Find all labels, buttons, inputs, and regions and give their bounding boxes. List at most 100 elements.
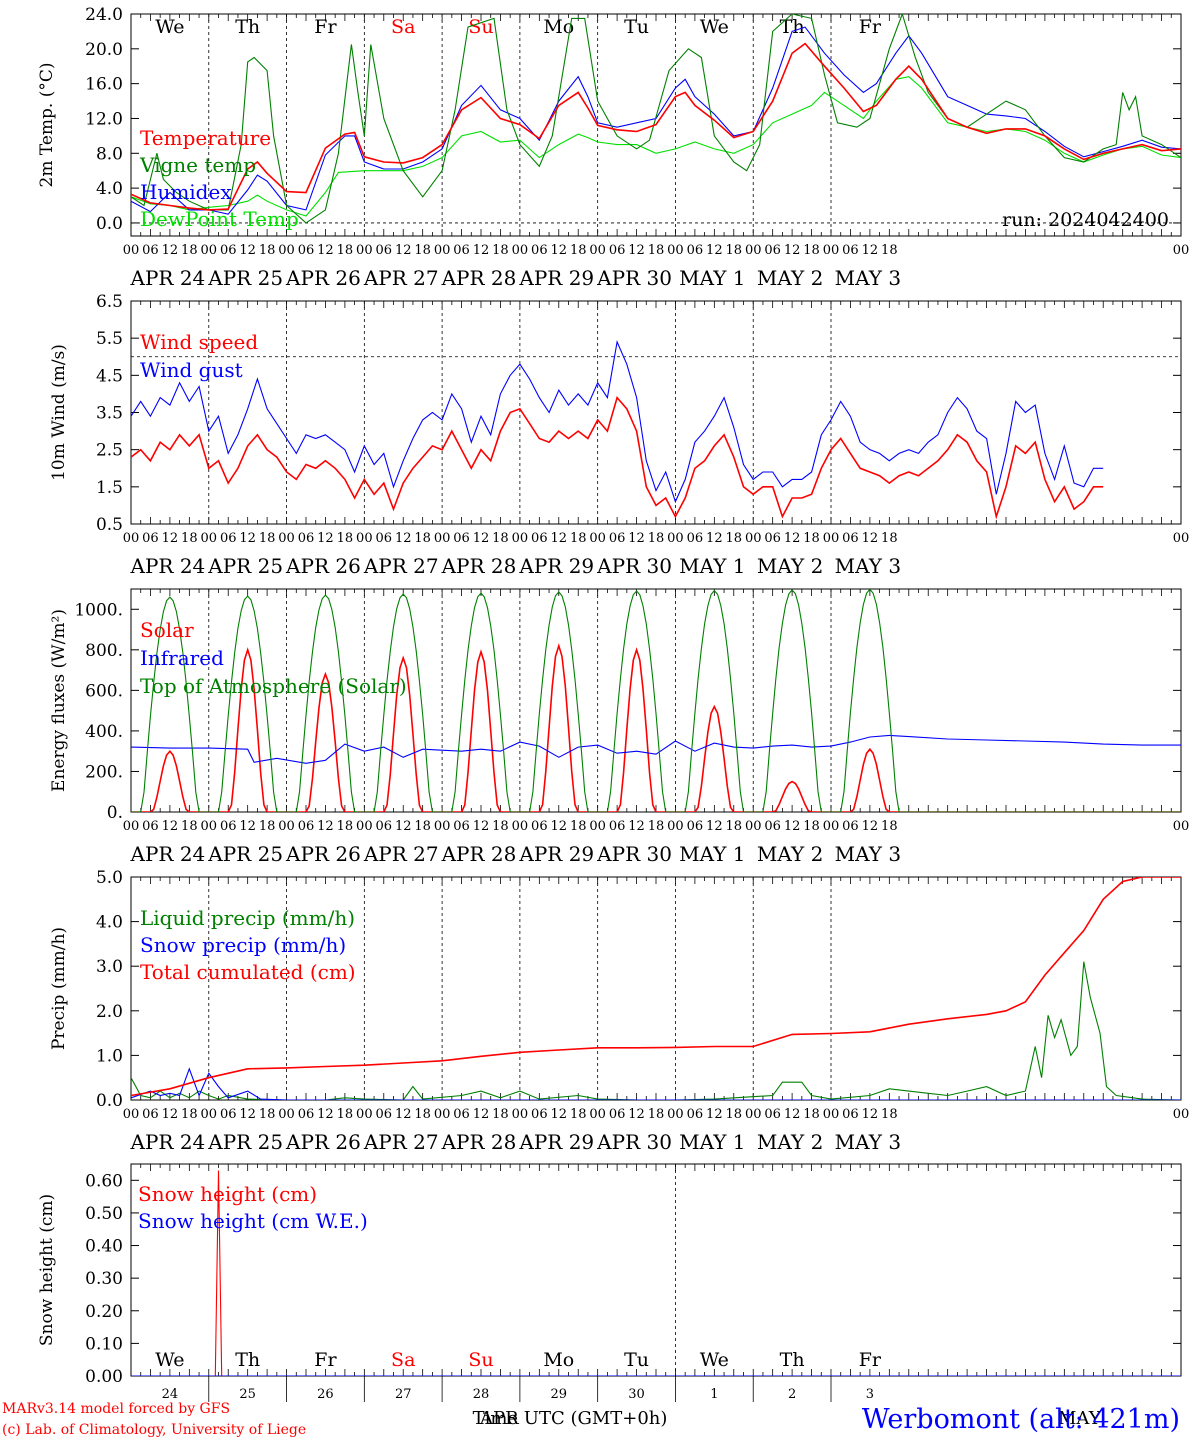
date-label: MAY 3 <box>835 842 901 866</box>
hour-label: 06 <box>453 819 470 834</box>
hour-label: 18 <box>337 243 354 258</box>
overlap-may: MAY <box>1058 1408 1102 1429</box>
overlap-apr: APR <box>479 1408 519 1429</box>
y-tick-label: 200. <box>85 762 123 782</box>
legend-entry: Vigne temp <box>139 153 256 177</box>
series-line-snow-precip-mm-h- <box>131 1067 1181 1100</box>
hour-label: 00 <box>589 1107 606 1122</box>
date-label: APR 28 <box>441 842 517 866</box>
hour-label: 12 <box>784 819 801 834</box>
legend-entry: Total cumulated (cm) <box>140 960 356 984</box>
hour-label: 18 <box>648 819 665 834</box>
hour-label: 00 <box>201 243 218 258</box>
hour-label: 12 <box>784 1107 801 1122</box>
date-label: MAY 2 <box>757 1130 823 1154</box>
day-number-label: 26 <box>317 1387 334 1402</box>
date-label: MAY 2 <box>757 266 823 290</box>
hour-label: 18 <box>181 243 198 258</box>
weekday-label: Mo <box>543 1349 574 1371</box>
hour-label: 06 <box>376 819 393 834</box>
weekday-label: Sa <box>391 1349 415 1371</box>
hour-label: 00 <box>589 819 606 834</box>
hour-label: 00 <box>434 243 451 258</box>
hour-label: 12 <box>551 531 568 546</box>
hour-label: 12 <box>551 243 568 258</box>
y-tick-label: 5.0 <box>96 868 123 888</box>
legend-entry: Snow height (cm W.E.) <box>138 1209 368 1233</box>
date-label: APR 27 <box>363 266 439 290</box>
weekday-label: Fr <box>314 16 337 38</box>
hour-label: 06 <box>687 531 704 546</box>
date-label: APR 24 <box>130 554 206 578</box>
hour-label: 06 <box>764 819 781 834</box>
hour-label: 00 <box>823 531 840 546</box>
hour-label: 06 <box>142 243 159 258</box>
weekday-label: Su <box>468 16 493 38</box>
date-label: APR 29 <box>518 1130 594 1154</box>
hour-label: 00 <box>278 531 295 546</box>
series-line-humidex <box>131 26 1181 215</box>
hour-label: 12 <box>551 1107 568 1122</box>
legend-entry: Snow height (cm) <box>138 1182 317 1206</box>
weekday-label: We <box>155 1349 184 1371</box>
hour-label: 18 <box>648 531 665 546</box>
date-label: APR 25 <box>207 1130 283 1154</box>
hour-label: 00 <box>1173 1107 1190 1122</box>
hour-label: 18 <box>259 243 276 258</box>
hour-label: 18 <box>648 1107 665 1122</box>
y-tick-label: 6.5 <box>96 292 123 312</box>
hour-label: 06 <box>298 531 315 546</box>
hour-label: 18 <box>181 531 198 546</box>
hour-label: 00 <box>201 531 218 546</box>
y-tick-label: 0.60 <box>85 1171 123 1191</box>
date-label: MAY 3 <box>835 266 901 290</box>
hour-label: 00 <box>745 531 762 546</box>
date-label: MAY 1 <box>679 842 745 866</box>
hour-label: 12 <box>395 1107 412 1122</box>
y-tick-label: 2.0 <box>96 1002 123 1022</box>
hour-label: 18 <box>881 531 898 546</box>
date-label: APR 28 <box>441 266 517 290</box>
hour-label: 18 <box>492 243 509 258</box>
series-line-solar <box>131 643 1181 812</box>
hour-label: 00 <box>512 243 529 258</box>
date-label: APR 24 <box>130 266 206 290</box>
hour-label: 18 <box>492 1107 509 1122</box>
legend-entry: Top of Atmosphere (Solar) <box>140 674 407 698</box>
hour-label: 12 <box>862 819 879 834</box>
series-line-total-cumulated-cm- <box>131 877 1181 1097</box>
plot-frame <box>130 588 1182 813</box>
hour-label: 00 <box>356 1107 373 1122</box>
hour-label: 18 <box>803 1107 820 1122</box>
day-number-label: 29 <box>551 1387 568 1402</box>
y-tick-label: 1.0 <box>96 1046 123 1066</box>
hour-label: 00 <box>823 243 840 258</box>
y-tick-label: 800. <box>85 641 123 661</box>
hour-label: 00 <box>123 819 140 834</box>
hour-label: 00 <box>1173 531 1190 546</box>
hour-label: 06 <box>453 243 470 258</box>
series-line-infrared <box>131 734 1181 764</box>
hour-label: 00 <box>1173 819 1190 834</box>
hour-label: 00 <box>278 1107 295 1122</box>
weekday-label: Th <box>235 1349 260 1371</box>
date-label: APR 29 <box>518 266 594 290</box>
credit-line-1: MARv3.14 model forced by GFS <box>2 1401 230 1417</box>
hour-label: 12 <box>239 243 256 258</box>
hour-label: 12 <box>628 531 645 546</box>
panel-1: 0.0 4.0 8.0 12.0 16.0 20.0 24.0 2m Temp. (°C) 00… <box>37 5 1189 290</box>
legend-entry: Temperature <box>140 126 271 150</box>
y-tick-label: 0.00 <box>85 1367 123 1387</box>
hour-label: 12 <box>317 1107 334 1122</box>
y-tick-label: 0.20 <box>85 1302 123 1322</box>
hour-label: 00 <box>745 1107 762 1122</box>
y-tick-label: 3.0 <box>96 957 123 977</box>
hour-label: 12 <box>551 819 568 834</box>
hour-label: 06 <box>142 819 159 834</box>
hour-label: 00 <box>512 819 529 834</box>
weekday-label: We <box>700 1349 729 1371</box>
hour-label: 12 <box>628 1107 645 1122</box>
hour-label: 18 <box>259 531 276 546</box>
y-tick-label: 0.50 <box>85 1204 123 1224</box>
y-tick-label: 0.5 <box>96 515 123 535</box>
